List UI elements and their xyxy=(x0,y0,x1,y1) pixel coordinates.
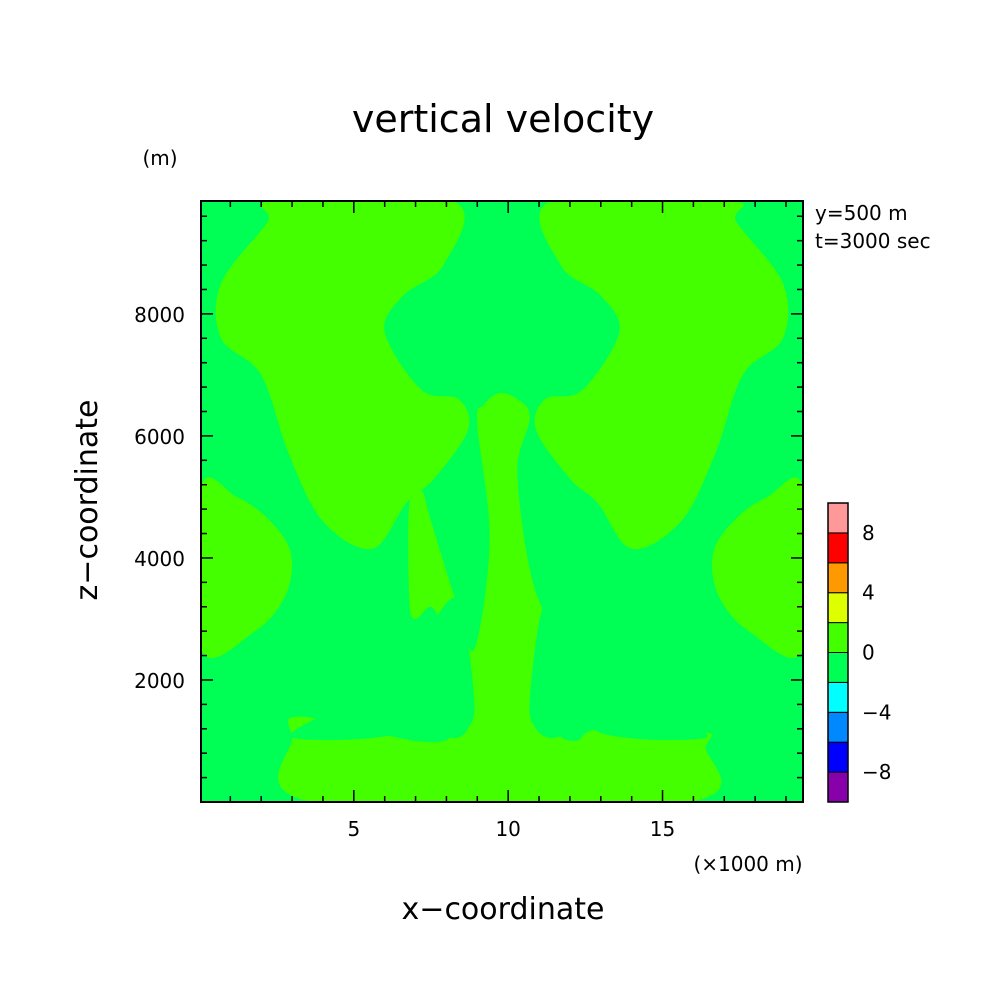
annotation-t: t=3000 sec xyxy=(815,229,931,253)
contour-region-0 xyxy=(215,201,470,550)
colorbar-label: −4 xyxy=(862,700,891,724)
chart-title: vertical velocity xyxy=(352,97,654,141)
contour-region-1 xyxy=(534,201,789,550)
colorbar-swatch xyxy=(827,681,849,713)
x-tick-label: 10 xyxy=(495,817,520,841)
colorbar-label: 0 xyxy=(862,641,875,665)
contour-region-5 xyxy=(424,597,475,739)
x-tick-label: 15 xyxy=(650,817,675,841)
colorbar-label: 4 xyxy=(862,581,875,605)
y-tick-label: 4000 xyxy=(134,547,185,571)
colorbar-label: 8 xyxy=(862,521,875,545)
colorbar-swatch xyxy=(827,502,849,534)
y-axis-ticks: 2000 4000 6000 8000 xyxy=(134,215,803,779)
colorbar-swatch xyxy=(827,652,849,683)
contour-region-2 xyxy=(201,477,292,658)
colorbar-swatch xyxy=(827,622,849,653)
colorbar-label: −8 xyxy=(862,760,891,784)
y-tick-label: 2000 xyxy=(134,669,185,693)
y-tick-label: 8000 xyxy=(134,303,185,327)
annotation-y: y=500 m xyxy=(815,201,908,225)
contour-region-8 xyxy=(569,642,708,741)
colorbar-swatch xyxy=(827,562,849,594)
x-tick-label: 5 xyxy=(347,817,360,841)
contour-region-3 xyxy=(712,477,803,658)
colorbar-swatch xyxy=(827,532,849,564)
x-axis-ticks: 5 10 15 xyxy=(229,201,787,841)
contour-region-7 xyxy=(289,642,429,741)
x-unit-label: (×1000 m) xyxy=(693,852,802,876)
y-tick-label: 6000 xyxy=(134,425,185,449)
contour-region-6 xyxy=(529,597,580,739)
x-axis-label: x−coordinate xyxy=(402,892,605,927)
colorbar-swatch xyxy=(827,771,849,803)
y-unit-label: (m) xyxy=(142,146,177,170)
y-axis-label: z−coordinate xyxy=(70,400,105,601)
contour-regions xyxy=(201,201,803,802)
colorbar-swatch xyxy=(827,741,849,773)
contour-region-4 xyxy=(278,393,722,802)
colorbar: −8 −4 0 4 8 xyxy=(827,502,891,803)
colorbar-swatch xyxy=(827,592,849,624)
colorbar-swatch xyxy=(827,711,849,743)
plot-frame xyxy=(200,200,804,803)
